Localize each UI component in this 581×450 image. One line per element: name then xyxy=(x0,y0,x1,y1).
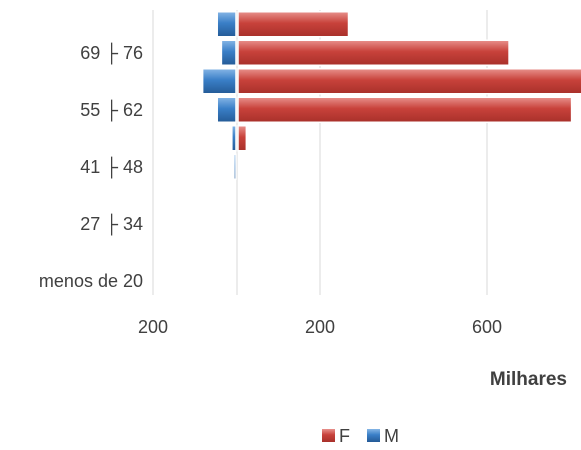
x-axis-labels: 200 200 600 xyxy=(138,317,502,337)
bar-m-5 xyxy=(231,125,237,152)
x-tick-label-1: 200 xyxy=(305,317,335,337)
bar-m-8 xyxy=(220,39,237,66)
bar-m-9 xyxy=(216,11,237,38)
bar-m-4 xyxy=(233,153,237,180)
y-tick-label-2: 41 ├ 48 xyxy=(80,156,143,179)
bar-f-5 xyxy=(237,125,248,152)
bar-m-7 xyxy=(201,68,237,95)
legend-label-m: M xyxy=(384,426,399,446)
y-tick-label-0: menos de 20 xyxy=(39,271,143,291)
x-tick-label-2: 600 xyxy=(472,317,502,337)
bar-f-6 xyxy=(237,96,573,123)
x-axis-title: Milhares xyxy=(490,369,567,390)
legend-swatch-m xyxy=(367,429,380,442)
bar-f-7 xyxy=(237,68,581,95)
y-axis-labels: menos de 20 27 ├ 34 41 ├ 48 55 ├ 62 69 ├ 76 xyxy=(39,42,143,291)
bars xyxy=(201,11,581,180)
bar-m-6 xyxy=(216,96,237,123)
legend-swatch-f xyxy=(322,429,335,442)
y-tick-label-1: 27 ├ 34 xyxy=(80,213,143,236)
legend-label-f: F xyxy=(339,426,350,446)
y-tick-label-3: 55 ├ 62 xyxy=(80,99,143,122)
bar-f-9 xyxy=(237,11,350,38)
x-tick-label-0: 200 xyxy=(138,317,168,337)
bar-f-8 xyxy=(237,39,510,66)
y-tick-label-4: 69 ├ 76 xyxy=(80,42,143,65)
